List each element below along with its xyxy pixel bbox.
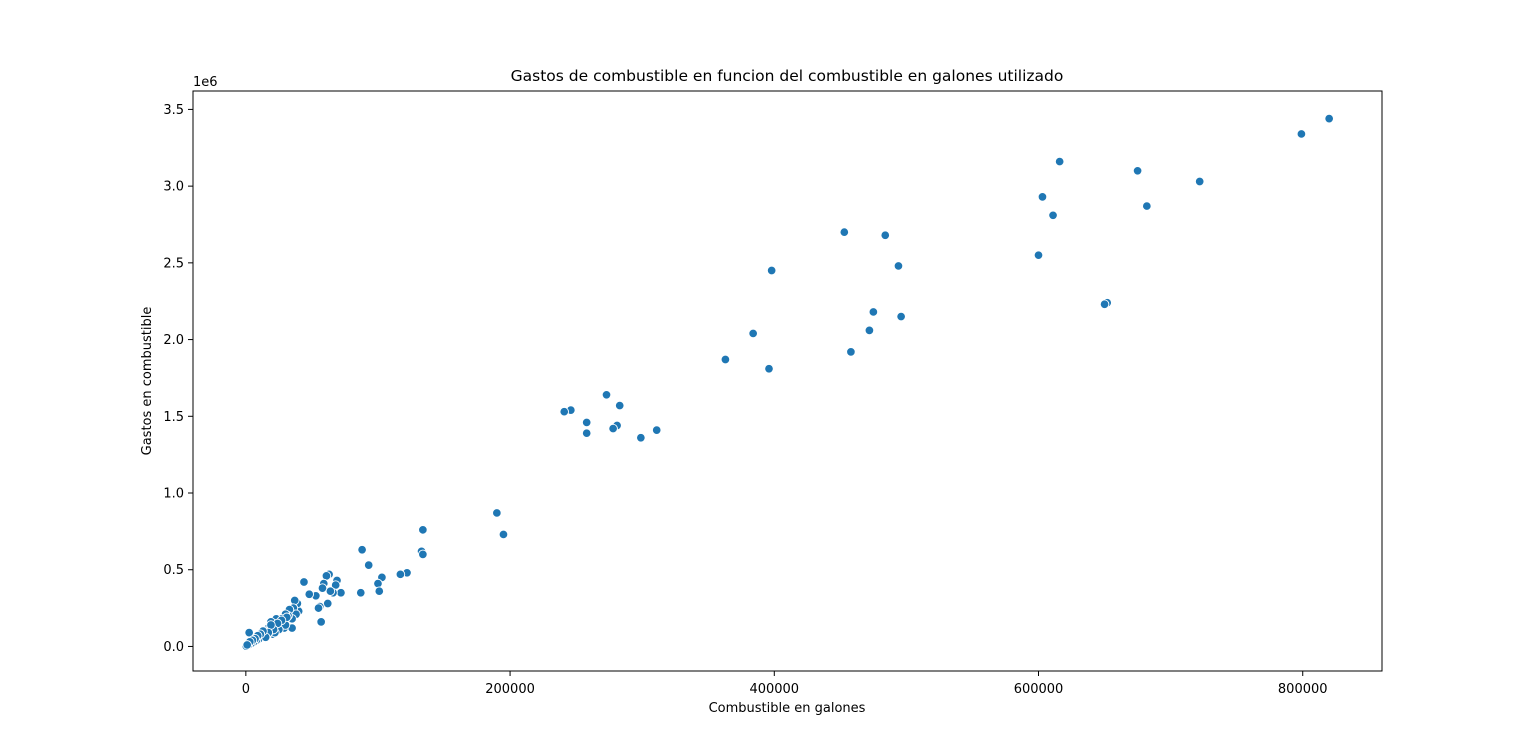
data-point bbox=[374, 586, 385, 596]
x-tick-label: 0 bbox=[242, 682, 250, 697]
data-point bbox=[357, 545, 367, 555]
data-point bbox=[492, 508, 502, 518]
data-point bbox=[893, 261, 904, 271]
data-point bbox=[880, 230, 891, 240]
data-point bbox=[418, 549, 428, 560]
data-point bbox=[581, 417, 592, 428]
data-point bbox=[868, 307, 879, 317]
x-tick-label: 200000 bbox=[485, 682, 535, 697]
data-point bbox=[846, 347, 856, 357]
data-point bbox=[1048, 210, 1058, 221]
data-point bbox=[317, 583, 328, 593]
plot-frame bbox=[192, 90, 1383, 672]
data-point bbox=[1099, 299, 1110, 310]
data-point bbox=[289, 595, 300, 606]
data-point bbox=[764, 363, 774, 374]
y-tick-label: 1.5 bbox=[163, 410, 184, 425]
data-point bbox=[1037, 192, 1048, 202]
data-point bbox=[651, 425, 662, 435]
data-point bbox=[614, 400, 625, 411]
data-point bbox=[373, 578, 383, 589]
y-offset-label: 1e6 bbox=[193, 75, 218, 90]
data-point bbox=[1324, 113, 1334, 124]
data-point bbox=[336, 588, 346, 598]
data-point bbox=[896, 311, 906, 322]
y-tick-label: 1.0 bbox=[163, 487, 184, 502]
x-tick-label: 400000 bbox=[749, 682, 799, 697]
data-point bbox=[418, 525, 428, 535]
data-point bbox=[363, 560, 374, 570]
data-point bbox=[601, 390, 612, 400]
data-point bbox=[1033, 250, 1044, 260]
data-point bbox=[498, 529, 509, 540]
x-tick-label: 600000 bbox=[1014, 682, 1064, 697]
points-layer bbox=[241, 113, 1334, 651]
y-tick-label: 2.0 bbox=[163, 333, 184, 348]
data-point bbox=[1296, 129, 1307, 139]
y-tick-label: 3.5 bbox=[163, 103, 184, 118]
y-tick-label: 3.0 bbox=[163, 180, 184, 195]
y-axis: 0.0 0.5 1.0 1.5 2.0 2.5 3.0 3.5 bbox=[163, 103, 193, 655]
data-point bbox=[766, 265, 777, 276]
y-tick-label: 0.0 bbox=[163, 640, 184, 655]
data-point bbox=[323, 598, 333, 609]
data-point bbox=[839, 227, 850, 237]
x-axis: 0 200000 400000 600000 800000 bbox=[242, 671, 1328, 697]
y-axis-label: Gastos en combustible bbox=[140, 307, 155, 456]
data-point bbox=[608, 423, 618, 434]
y-tick-label: 2.5 bbox=[163, 256, 184, 271]
chart-title: Gastos de combustible en funcion del com… bbox=[511, 67, 1064, 85]
data-point bbox=[720, 354, 731, 365]
data-point bbox=[559, 406, 569, 417]
y-tick-label: 0.5 bbox=[163, 563, 184, 578]
data-point bbox=[581, 428, 592, 438]
data-point bbox=[325, 586, 336, 596]
data-point bbox=[1142, 201, 1152, 211]
data-point bbox=[395, 569, 406, 580]
data-point bbox=[636, 433, 646, 443]
data-point bbox=[299, 577, 309, 587]
data-point bbox=[356, 588, 366, 598]
data-point bbox=[242, 640, 252, 650]
data-point bbox=[313, 603, 324, 613]
data-point bbox=[1054, 156, 1065, 167]
data-point bbox=[304, 589, 315, 600]
data-point bbox=[1132, 166, 1143, 176]
data-point bbox=[748, 328, 758, 339]
data-point bbox=[864, 325, 875, 336]
x-tick-label: 800000 bbox=[1278, 682, 1328, 697]
data-point bbox=[316, 617, 326, 627]
x-axis-label: Combustible en galones bbox=[709, 701, 866, 716]
data-point bbox=[1194, 176, 1205, 187]
